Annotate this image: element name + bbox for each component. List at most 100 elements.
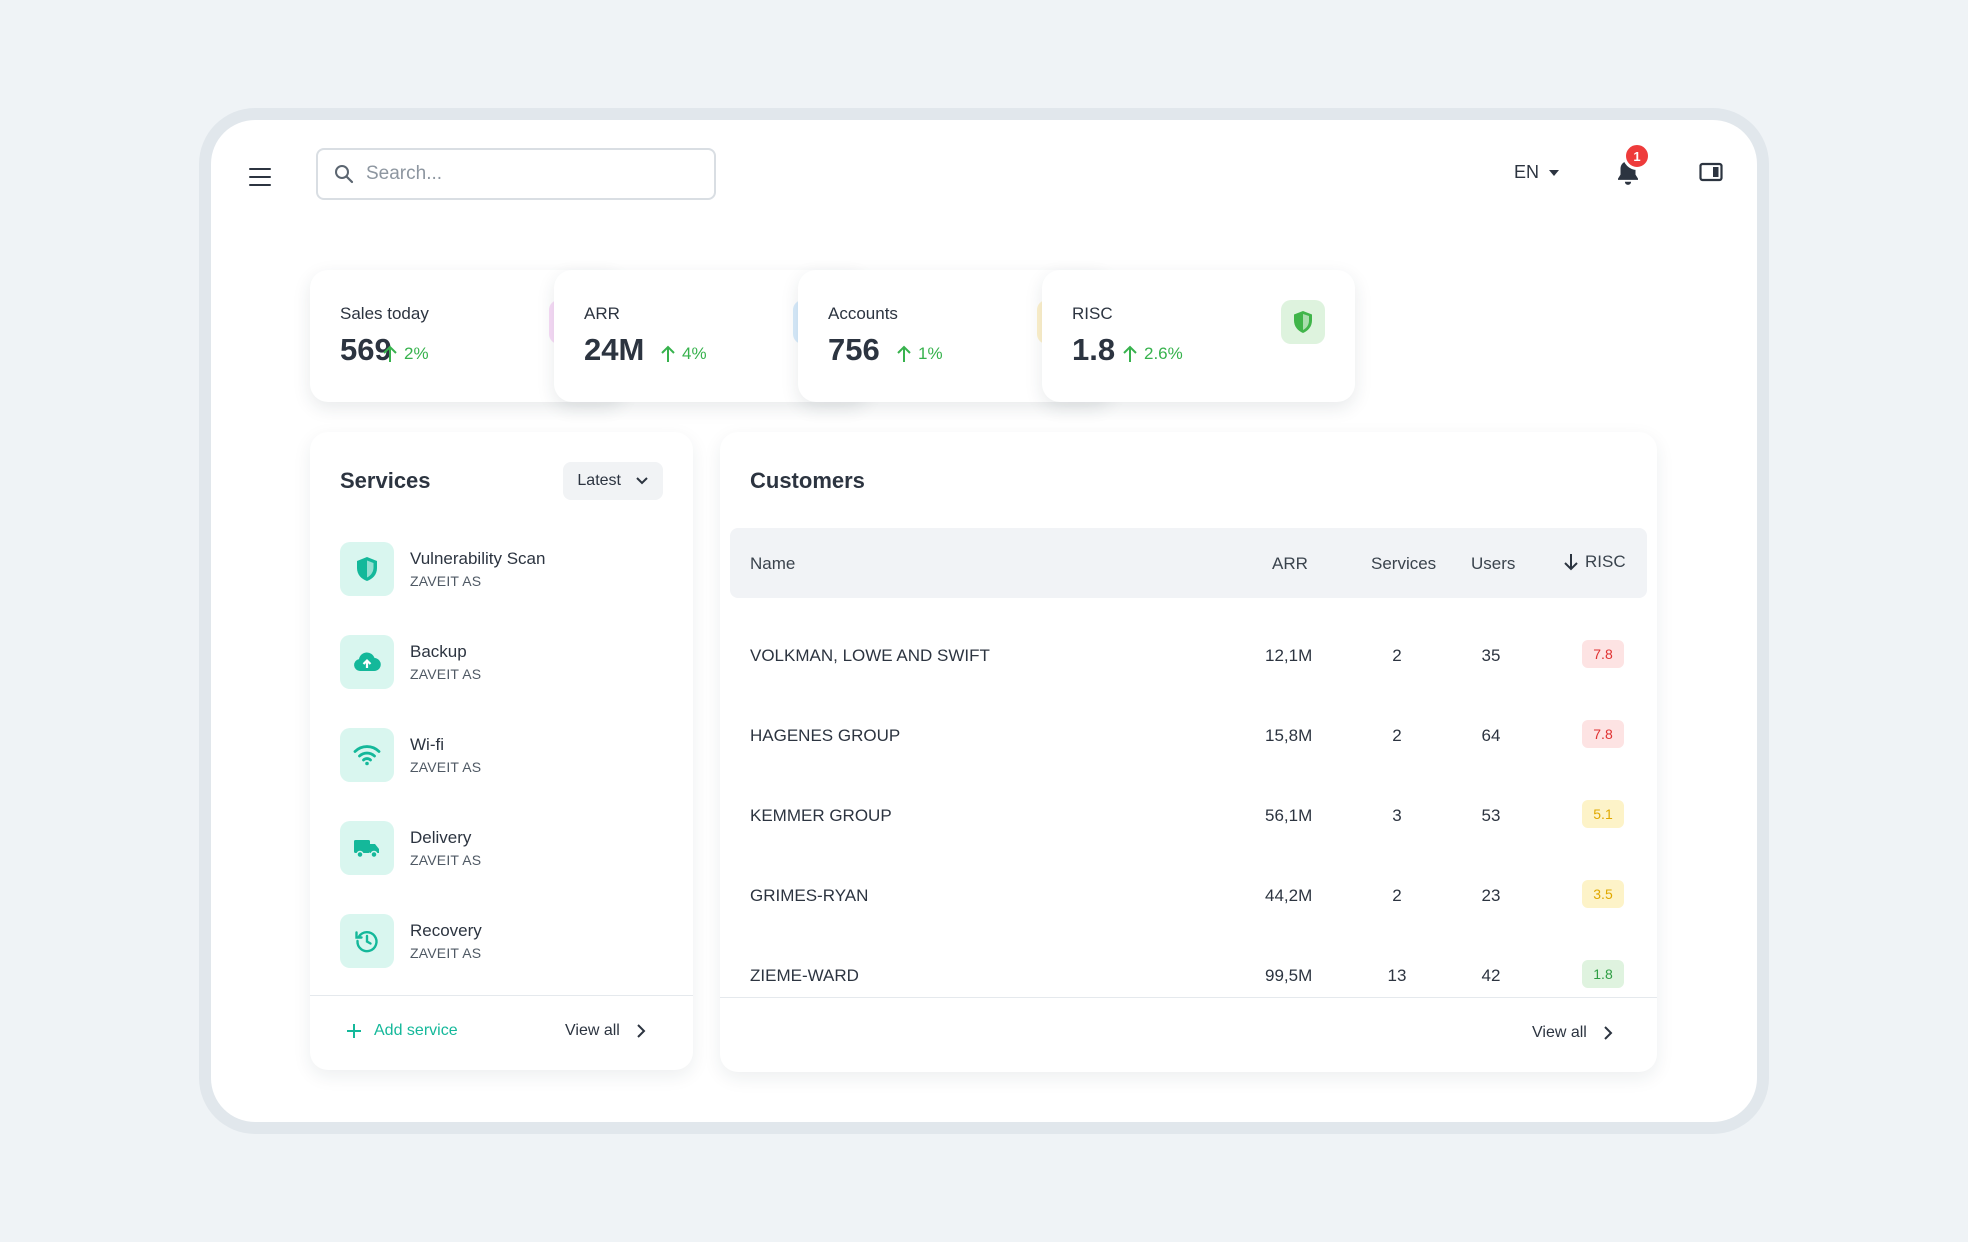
sort-label: Latest bbox=[577, 472, 621, 489]
stat-value: 569 bbox=[340, 332, 392, 367]
search-box[interactable] bbox=[316, 148, 716, 200]
risc-badge: 5.1 bbox=[1582, 800, 1624, 828]
device-frame: EN 1 Sales today 569 2% ARR 24M bbox=[199, 108, 1769, 1134]
customer-users: 35 bbox=[1481, 646, 1501, 665]
shield-icon bbox=[1281, 300, 1325, 344]
side-panel-icon[interactable] bbox=[1699, 162, 1723, 182]
stat-label: Sales today bbox=[340, 304, 429, 323]
stat-change-value: 2% bbox=[404, 344, 429, 363]
stat-change: 2% bbox=[382, 344, 429, 364]
service-item-backup[interactable]: Backup ZAVEIT AS bbox=[340, 635, 481, 689]
service-name: Delivery bbox=[410, 828, 472, 847]
search-input[interactable] bbox=[366, 163, 696, 185]
risc-badge: 7.8 bbox=[1582, 720, 1624, 748]
view-all-label: View all bbox=[1532, 1024, 1587, 1041]
caret-down-icon bbox=[1549, 169, 1560, 176]
arrow-down-icon bbox=[1564, 554, 1578, 571]
customer-services: 3 bbox=[1392, 806, 1402, 825]
risc-badge: 1.8 bbox=[1582, 960, 1624, 988]
stat-change-value: 4% bbox=[682, 344, 707, 363]
stat-change: 2.6% bbox=[1122, 344, 1183, 364]
stat-change: 1% bbox=[896, 344, 943, 364]
customer-users: 64 bbox=[1481, 726, 1501, 745]
service-company: ZAVEIT AS bbox=[410, 759, 482, 775]
sort-dropdown[interactable]: Latest bbox=[563, 462, 663, 500]
table-row[interactable]: KEMMER GROUP 56,1M 3 53 5.1 bbox=[720, 786, 1657, 846]
column-header-arr[interactable]: ARR bbox=[1272, 554, 1308, 573]
service-item-recovery[interactable]: Recovery ZAVEIT AS bbox=[340, 914, 482, 968]
services-view-all-button[interactable]: View all bbox=[565, 1022, 646, 1040]
language-selector[interactable]: EN bbox=[1514, 162, 1560, 183]
arrow-up-icon bbox=[1123, 345, 1137, 362]
risc-badge: 3.5 bbox=[1582, 880, 1624, 908]
customer-name: HAGENES GROUP bbox=[750, 726, 901, 745]
service-name: Recovery bbox=[410, 921, 482, 940]
stat-value: 1.8 bbox=[1072, 332, 1116, 367]
arrow-up-icon bbox=[897, 345, 911, 362]
service-company: ZAVEIT AS bbox=[410, 573, 482, 589]
table-row[interactable]: VOLKMAN, LOWE AND SWIFT 12,1M 2 35 7.8 bbox=[720, 626, 1657, 686]
column-header-name[interactable]: Name bbox=[750, 554, 796, 573]
stat-label: Accounts bbox=[828, 304, 898, 323]
app-screen: EN 1 Sales today 569 2% ARR 24M bbox=[211, 120, 1757, 1122]
column-header-users[interactable]: Users bbox=[1471, 554, 1516, 573]
risc-badge: 7.8 bbox=[1582, 640, 1624, 668]
customer-services: 2 bbox=[1392, 646, 1402, 665]
customer-services: 13 bbox=[1387, 966, 1407, 985]
table-row[interactable]: ZIEME-WARD 99,5M 13 42 1.8 bbox=[720, 946, 1657, 1006]
customer-arr: 56,1M bbox=[1265, 806, 1313, 825]
history-icon bbox=[340, 914, 394, 968]
services-card: Services Latest Vulnerability Scan ZAVEI… bbox=[310, 432, 693, 1070]
customer-arr: 44,2M bbox=[1265, 886, 1313, 905]
add-service-button[interactable]: Add service bbox=[346, 1022, 458, 1040]
services-title: Services bbox=[340, 468, 431, 493]
customers-card: Customers Name ARR Services Users RISC V… bbox=[720, 432, 1657, 1072]
chevron-right-icon bbox=[637, 1024, 646, 1038]
customer-arr: 99,5M bbox=[1265, 966, 1313, 985]
service-company: ZAVEIT AS bbox=[410, 666, 482, 682]
notification-badge: 1 bbox=[1623, 142, 1651, 170]
table-row[interactable]: HAGENES GROUP 15,8M 2 64 7.8 bbox=[720, 706, 1657, 766]
table-row[interactable]: GRIMES-RYAN 44,2M 2 23 3.5 bbox=[720, 866, 1657, 926]
plus-icon bbox=[347, 1024, 361, 1038]
customer-users: 42 bbox=[1481, 966, 1501, 985]
chevron-down-icon bbox=[636, 477, 648, 485]
service-name: Vulnerability Scan bbox=[410, 549, 546, 568]
column-header-services[interactable]: Services bbox=[1371, 554, 1437, 573]
cloud-upload-icon bbox=[340, 635, 394, 689]
customer-services: 2 bbox=[1392, 886, 1402, 905]
table-header: Name ARR Services Users RISC bbox=[730, 528, 1647, 598]
service-company: ZAVEIT AS bbox=[410, 945, 482, 961]
stat-change-value: 1% bbox=[918, 344, 943, 363]
customer-users: 23 bbox=[1481, 886, 1501, 905]
stat-card-risc[interactable]: RISC 1.8 2.6% bbox=[1042, 270, 1355, 402]
service-item-delivery[interactable]: Delivery ZAVEIT AS bbox=[340, 821, 481, 875]
services-footer-divider bbox=[310, 995, 693, 996]
service-item-wifi[interactable]: Wi-fi ZAVEIT AS bbox=[340, 728, 481, 782]
risc-header-label: RISC bbox=[1585, 552, 1626, 571]
service-company: ZAVEIT AS bbox=[410, 852, 482, 868]
service-name: Wi-fi bbox=[410, 735, 444, 754]
stat-change: 4% bbox=[660, 344, 707, 364]
customers-footer-divider bbox=[720, 997, 1657, 998]
column-header-risc[interactable]: RISC bbox=[1563, 552, 1626, 572]
arrow-up-icon bbox=[661, 345, 675, 362]
stat-label: RISC bbox=[1072, 304, 1113, 323]
service-item-vulnerability-scan[interactable]: Vulnerability Scan ZAVEIT AS bbox=[340, 542, 545, 596]
stat-value: 24M bbox=[584, 332, 645, 367]
customer-name: GRIMES-RYAN bbox=[750, 886, 869, 905]
hamburger-menu-icon[interactable] bbox=[249, 168, 271, 186]
customer-services: 2 bbox=[1392, 726, 1402, 745]
customer-arr: 12,1M bbox=[1265, 646, 1313, 665]
arrow-up-icon bbox=[383, 345, 397, 362]
stat-label: ARR bbox=[584, 304, 620, 323]
customers-title: Customers bbox=[750, 468, 865, 493]
customer-name: ZIEME-WARD bbox=[750, 966, 859, 985]
chevron-right-icon bbox=[1604, 1026, 1613, 1040]
view-all-label: View all bbox=[565, 1022, 620, 1039]
customers-view-all-button[interactable]: View all bbox=[1532, 1024, 1613, 1042]
search-icon bbox=[335, 165, 354, 184]
stat-change-value: 2.6% bbox=[1144, 344, 1183, 363]
wifi-icon bbox=[340, 728, 394, 782]
customer-name: VOLKMAN, LOWE AND SWIFT bbox=[750, 646, 990, 665]
